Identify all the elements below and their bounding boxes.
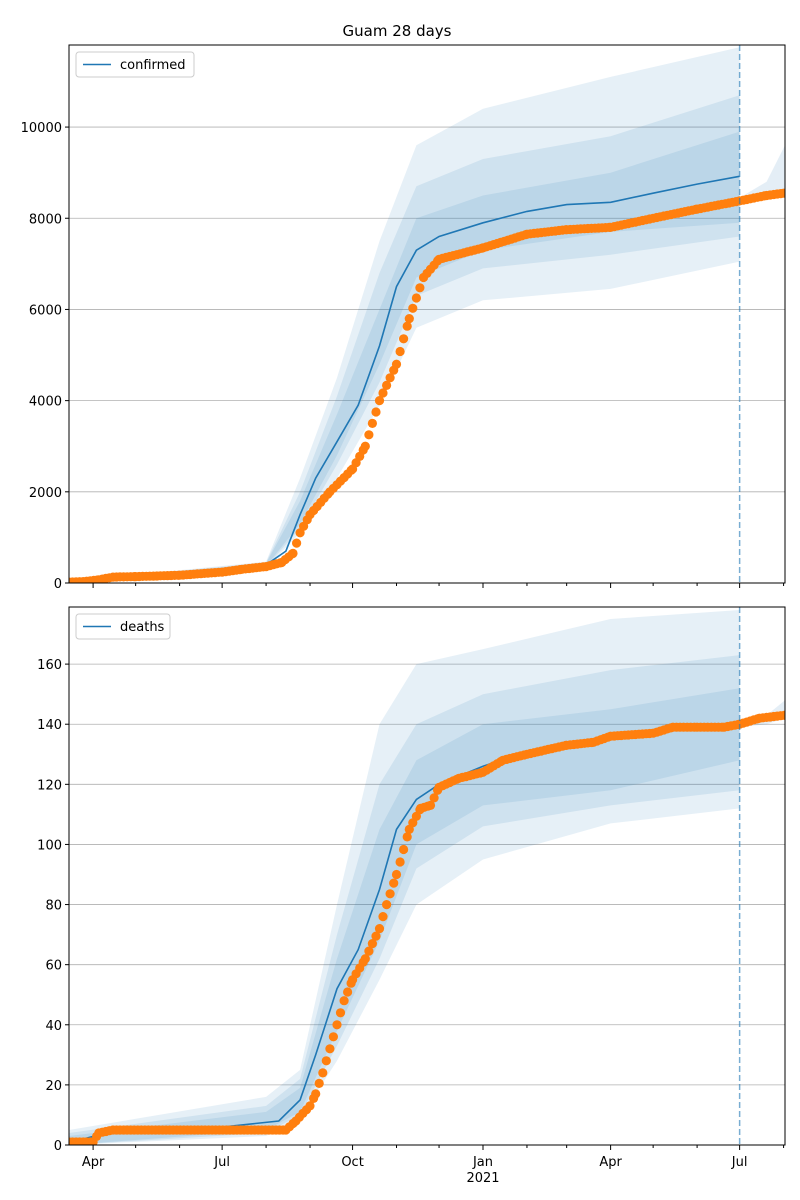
- observed-point: [335, 1008, 346, 1018]
- uncertainty-band-1: [69, 47, 740, 583]
- plot-area: [69, 47, 785, 583]
- observed-point: [360, 441, 370, 451]
- y-tick-label: 8000: [29, 212, 62, 227]
- observed-point: [374, 396, 385, 406]
- legend: deaths: [75, 613, 171, 640]
- legend-box: [75, 51, 195, 78]
- observed-point: [318, 1068, 328, 1078]
- x-tick-label: Apr: [599, 1155, 622, 1170]
- observed-point: [391, 359, 402, 369]
- observed-point: [389, 878, 399, 888]
- x-tick-label: Jul: [213, 1155, 230, 1170]
- observed-point: [360, 954, 370, 964]
- uncertainty-band-3: [69, 131, 740, 583]
- observed-point: [367, 939, 377, 949]
- post-forecast-band: [739, 145, 785, 205]
- observed-point: [425, 800, 436, 811]
- observed-point: [364, 430, 374, 440]
- observed-point: [382, 380, 392, 390]
- observed-point: [343, 987, 353, 997]
- y-tick-label: 60: [45, 959, 62, 974]
- x-tick-label: Jul: [731, 1155, 748, 1170]
- observed-point: [378, 388, 388, 398]
- observed-point: [778, 188, 785, 198]
- observed-point: [415, 283, 425, 293]
- observed-point: [408, 303, 418, 313]
- chart-title: Guam 28 days: [343, 22, 452, 40]
- observed-point: [382, 900, 392, 910]
- observed-point: [332, 1020, 342, 1030]
- observed-point: [305, 1101, 315, 1111]
- y-tick-label: 10000: [21, 121, 62, 136]
- observed-point: [374, 924, 385, 934]
- observed-point: [780, 710, 785, 720]
- legend-label-deaths: deaths: [120, 620, 165, 635]
- observed-point: [311, 1089, 321, 1099]
- y-tick-label: 2000: [29, 486, 62, 501]
- observed-point: [325, 1044, 335, 1054]
- observed-point: [367, 418, 377, 428]
- x-tick-label: Apr: [82, 1155, 105, 1170]
- observed-point: [321, 1056, 331, 1066]
- uncertainty-band-2: [69, 95, 740, 583]
- uncertainty-band-2: [69, 655, 740, 1145]
- axes-frame: [68, 606, 786, 1146]
- legend: confirmed: [75, 51, 195, 78]
- observed-point: [411, 293, 421, 303]
- observed-point: [364, 946, 374, 956]
- plot-area: [69, 610, 785, 1145]
- y-tick-label: 80: [45, 899, 62, 914]
- y-tick-label: 4000: [29, 395, 62, 410]
- uncertainty-band-3: [69, 688, 740, 1145]
- y-tick-label: 0: [54, 1139, 62, 1154]
- observed-point: [314, 1078, 324, 1088]
- observed-point: [339, 996, 349, 1006]
- y-tick-label: 0: [54, 577, 62, 592]
- y-tick-label: 160: [37, 658, 62, 673]
- y-tick-label: 20: [45, 1079, 62, 1094]
- legend-box: [75, 613, 171, 640]
- observed-point: [395, 346, 405, 357]
- observed-point: [399, 334, 409, 344]
- axes-frame: [68, 44, 786, 584]
- x-tick-label: Oct: [341, 1155, 363, 1170]
- observed-point: [385, 889, 395, 899]
- observed-point: [404, 314, 414, 324]
- observed-point: [385, 373, 395, 383]
- x-tick-label: Jan: [472, 1155, 493, 1170]
- x-tick-year-label: 2021: [466, 1171, 499, 1186]
- observed-point: [395, 857, 405, 867]
- y-tick-label: 40: [45, 1019, 62, 1034]
- legend-label-confirmed: confirmed: [120, 58, 186, 73]
- y-tick-label: 120: [37, 778, 62, 793]
- observed-point: [371, 407, 381, 417]
- observed-point: [371, 931, 381, 941]
- y-tick-label: 100: [37, 838, 62, 853]
- observed-point: [328, 1032, 338, 1042]
- confirmed-panel: 0 2000 4000 6000 8000 10000 confirmed: [21, 44, 786, 592]
- observed-point: [391, 869, 402, 880]
- observed-point: [399, 844, 409, 855]
- observed-point: [402, 321, 412, 331]
- observed-point: [378, 912, 388, 922]
- observed-point: [288, 548, 298, 559]
- observed-point: [292, 538, 302, 548]
- observed-point: [429, 793, 439, 803]
- y-tick-label: 6000: [29, 303, 62, 318]
- y-tick-label: 140: [37, 718, 62, 733]
- observed-point: [402, 832, 412, 842]
